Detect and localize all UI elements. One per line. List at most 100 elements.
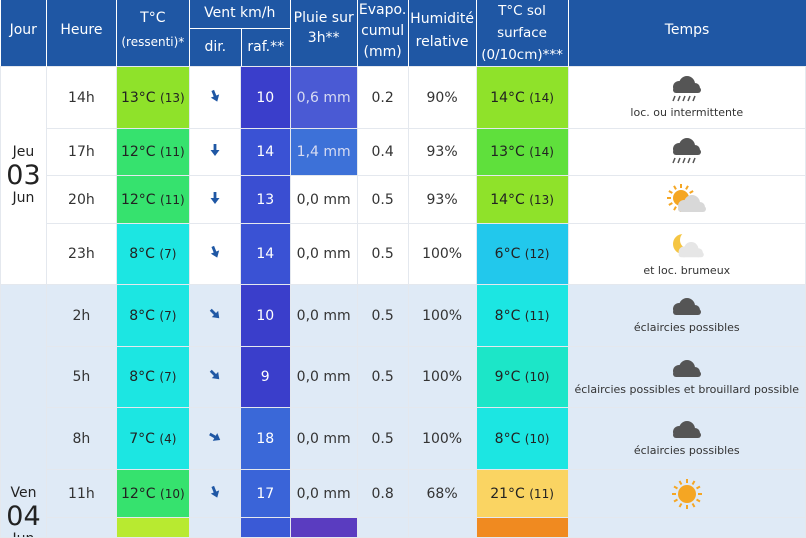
soil-temp-cell: 6°C (12) bbox=[475, 223, 569, 285]
soil-temp-value: 6°C bbox=[494, 246, 521, 262]
rain-icon bbox=[672, 76, 701, 102]
moon-cloud-icon bbox=[672, 231, 704, 257]
weather-cell bbox=[567, 175, 806, 224]
gust-cell: 10 bbox=[239, 66, 291, 129]
wind-arrow-icon bbox=[208, 432, 220, 441]
rain-cell: 0,0 mm bbox=[289, 407, 358, 470]
gust-cell: 18 bbox=[239, 407, 291, 470]
evapo-header-2: cumul bbox=[361, 23, 405, 39]
temp-cell: 13°C (13) bbox=[115, 66, 190, 129]
table-row-partial bbox=[1, 517, 806, 538]
wind-dir-cell bbox=[188, 517, 241, 538]
day-month: Jun bbox=[13, 531, 35, 537]
temp-value: 12°C bbox=[120, 144, 156, 160]
temp-feel: (7) bbox=[159, 247, 177, 261]
day-cell: Ven04Jun bbox=[0, 284, 47, 538]
humidity-cell: 100% bbox=[407, 223, 477, 285]
soil-temp-value: 8°C bbox=[494, 307, 521, 324]
wind-dir-cell bbox=[188, 346, 241, 408]
col-humidite: Humidité relative bbox=[407, 0, 477, 67]
weather-label: éclaircies possibles bbox=[633, 444, 740, 457]
temp-value: 12°C bbox=[120, 485, 156, 502]
gust-cell: 9 bbox=[239, 346, 291, 408]
table-row: 17h 12°C (11) 14 1,4 mm 0.4 93% 13°C (14) bbox=[1, 128, 806, 176]
evapo-header-3: (mm) bbox=[363, 44, 402, 60]
evapo-cell bbox=[356, 517, 409, 538]
soil-temp-feel: (13) bbox=[529, 192, 554, 207]
temp-value: 8°C bbox=[129, 369, 155, 385]
soil-temp-value: 9°C bbox=[494, 369, 521, 385]
wind-dir-cell bbox=[188, 284, 241, 347]
soil-temp-feel: (14) bbox=[529, 90, 554, 105]
rain-cell: 0,0 mm bbox=[289, 223, 358, 285]
temp-cell: 8°C (7) bbox=[115, 223, 190, 285]
temp-cell bbox=[115, 517, 190, 538]
col-vent: Vent km/h dir. raf.** bbox=[188, 0, 291, 67]
hour-cell: 20h bbox=[45, 175, 117, 224]
rain-cell bbox=[289, 517, 358, 538]
wind-arrow-icon bbox=[210, 144, 220, 156]
temp-feel: (7) bbox=[159, 370, 177, 384]
weather-label: éclaircies possibles bbox=[633, 321, 740, 334]
wind-dir-cell bbox=[188, 223, 241, 285]
wind-dir-cell bbox=[188, 407, 241, 470]
temp-value: 12°C bbox=[120, 191, 156, 208]
raf-header-label: raf.** bbox=[241, 28, 290, 66]
wind-arrow-icon bbox=[210, 485, 219, 498]
gust-cell: 13 bbox=[239, 175, 291, 224]
cloud-icon bbox=[672, 421, 701, 438]
rain-cell: 0,0 mm bbox=[289, 175, 358, 224]
sol-header-1: T°C sol bbox=[498, 3, 546, 19]
temp-value: 8°C bbox=[129, 246, 155, 262]
wind-arrow-icon bbox=[210, 89, 219, 102]
table-row: 8h 7°C (4) 18 0,0 mm 0.5 100% 8°C (10) éclairci… bbox=[1, 407, 806, 470]
soil-temp-feel: (10) bbox=[524, 431, 550, 446]
humidity-cell: 93% bbox=[407, 128, 477, 176]
pluie-header-2: 3h** bbox=[307, 30, 340, 46]
humidity-cell: 90% bbox=[407, 66, 477, 129]
day-cell: Jeu 03 Jun bbox=[0, 66, 47, 285]
humidity-cell: 93% bbox=[407, 175, 477, 224]
soil-temp-value: 13°C bbox=[490, 144, 525, 160]
humidity-cell: 100% bbox=[407, 346, 477, 408]
col-temps: Temps bbox=[567, 0, 806, 67]
humidity-cell bbox=[407, 517, 477, 538]
day-month: Jun bbox=[12, 189, 35, 206]
soil-temp-value: 21°C bbox=[490, 485, 525, 502]
weather-label: loc. ou intermittente bbox=[630, 106, 744, 119]
soil-temp-feel: (10) bbox=[524, 370, 550, 384]
weather-cell: loc. ou intermittente bbox=[567, 66, 806, 129]
temp-feel: (4) bbox=[159, 431, 177, 446]
soil-temp-cell: 8°C (10) bbox=[475, 407, 569, 470]
temp-header-sub: (ressenti)* bbox=[121, 35, 185, 49]
sol-header-3: (0/10cm)*** bbox=[481, 47, 563, 63]
evapo-cell: 0.8 bbox=[356, 469, 409, 518]
weather-label: éclaircies possibles et brouillard possi… bbox=[574, 382, 800, 396]
hour-cell: 8h bbox=[45, 407, 117, 470]
soil-temp-cell: 14°C (13) bbox=[475, 175, 569, 224]
table-row: Jeu 03 Jun 14h 13°C (13) 10 0,6 mm 0.2 90% 14°C (… bbox=[0, 66, 806, 285]
rain-cell: 0,0 mm bbox=[289, 284, 358, 347]
dir-header-label: dir. bbox=[189, 28, 242, 66]
rain-cell: 0,0 mm bbox=[289, 346, 358, 408]
soil-temp-feel: (11) bbox=[529, 486, 554, 501]
hour-cell: 17h bbox=[45, 128, 117, 176]
temp-feel: (11) bbox=[160, 192, 185, 207]
temp-cell: 7°C (4) bbox=[115, 407, 190, 470]
humid-header-1: Humidité bbox=[410, 11, 474, 27]
weather-cell: éclaircies possibles bbox=[567, 284, 806, 347]
evapo-cell: 0.4 bbox=[356, 128, 409, 176]
weather-cell: et loc. brumeux bbox=[567, 223, 806, 285]
temp-value: 13°C bbox=[120, 89, 156, 106]
day-number: 03 bbox=[6, 159, 41, 191]
soil-temp-cell: 8°C (11) bbox=[475, 284, 569, 347]
temp-cell: 12°C (11) bbox=[115, 175, 190, 224]
soil-temp-feel: (11) bbox=[524, 308, 550, 323]
cloud-icon bbox=[672, 298, 701, 315]
gust-cell: 10 bbox=[239, 284, 291, 347]
weather-cell bbox=[567, 128, 806, 176]
weather-cell bbox=[567, 517, 806, 538]
soil-temp-feel: (14) bbox=[529, 145, 554, 159]
